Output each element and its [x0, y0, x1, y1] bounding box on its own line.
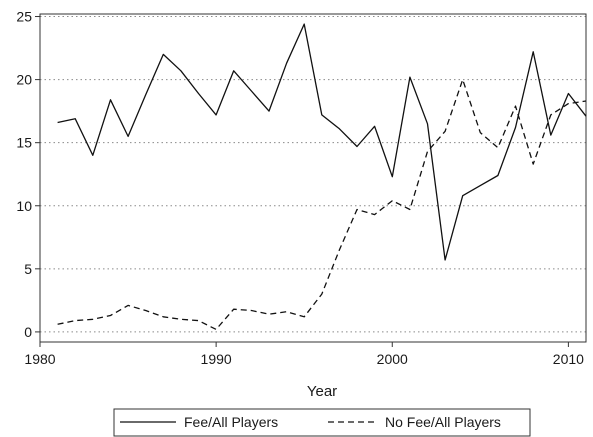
legend-label-fee: Fee/All Players: [184, 414, 278, 430]
x-tick-label: 2010: [553, 351, 584, 367]
legend-box: [113, 408, 531, 437]
x-tick-label: 2000: [377, 351, 408, 367]
y-tick-label: 20: [16, 72, 32, 88]
x-tick-label: 1990: [201, 351, 232, 367]
x-axis-title: Year: [307, 383, 337, 400]
legend-label-no-fee: No Fee/All Players: [385, 414, 501, 430]
axes: 0 5 10 15 20 25 1980 1990 2000 2010: [16, 9, 587, 367]
y-tick-label: 15: [16, 135, 32, 151]
legend: Fee/All Players No Fee/All Players: [113, 408, 531, 437]
y-tick-label: 0: [24, 324, 32, 340]
plot-frame: [39, 13, 587, 343]
x-tick-label: 1980: [24, 351, 55, 367]
series-line-fee: [57, 23, 587, 261]
y-tick-label: 5: [24, 261, 32, 277]
y-tick-label: 10: [16, 198, 32, 214]
series-lines: [57, 23, 587, 331]
series-line-no-fee: [57, 78, 587, 331]
gridlines: [40, 16, 586, 333]
y-tick-label: 25: [16, 9, 32, 25]
